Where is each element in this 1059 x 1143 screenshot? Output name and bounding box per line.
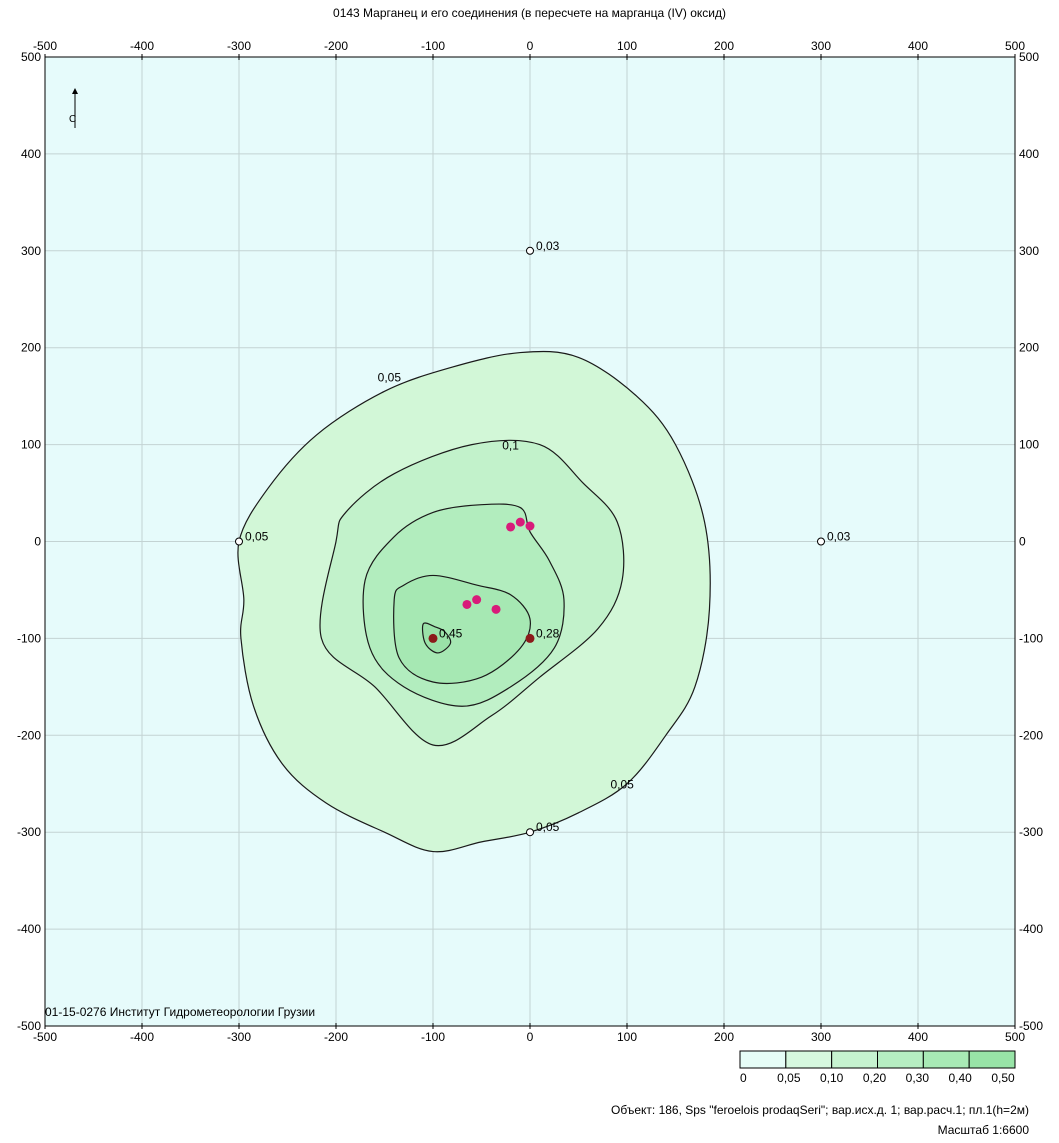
x-tick-label-top: 500: [1005, 39, 1025, 53]
control-point-marker: [526, 828, 534, 837]
y-tick-label-right: 100: [1019, 438, 1039, 452]
y-tick-label-right: -100: [1019, 631, 1043, 645]
axes: -500-500-400-400-300-300-200-200-100-100…: [17, 39, 1043, 1044]
x-tick-label-bottom: 200: [714, 1030, 734, 1044]
y-tick-label-right: -300: [1019, 825, 1043, 839]
x-tick-label-top: -500: [33, 39, 57, 53]
x-tick-label-bottom: 400: [908, 1030, 928, 1044]
object-info: Объект: 186, Sps "feroelois prodaqSeri";…: [611, 1103, 1029, 1117]
credit-label: 01-15-0276 Институт Гидрометеорологии Гр…: [45, 1005, 316, 1019]
x-tick-label-bottom: -200: [324, 1030, 348, 1044]
north-arrow: С: [69, 88, 78, 128]
contour-0.3: [393, 574, 531, 685]
control-point-label: 0,28: [536, 626, 560, 640]
x-tick-label-bottom: -300: [227, 1030, 251, 1044]
x-tick-label-bottom: -400: [130, 1030, 154, 1044]
x-tick-label-top: 200: [714, 39, 734, 53]
x-tick-label-top: 0: [527, 39, 534, 53]
legend-tick-label: 0,10: [820, 1071, 844, 1085]
legend-tick-label: 0,05: [777, 1071, 801, 1085]
y-tick-label-right: 0: [1019, 535, 1026, 549]
emission-source-marker: [506, 522, 516, 532]
y-tick-label-right: 500: [1019, 50, 1039, 64]
x-tick-label-top: 400: [908, 39, 928, 53]
legend-tick-label: 0: [740, 1071, 747, 1085]
map-title: 0143 Марганец и его соединения (в пересч…: [333, 6, 726, 20]
control-point-marker: [526, 246, 534, 255]
x-tick-label-top: 300: [811, 39, 831, 53]
x-tick-label-bottom: 100: [617, 1030, 637, 1044]
x-tick-label-bottom: -100: [421, 1030, 445, 1044]
contour-labels: 0,05 0,1 0,05: [378, 371, 634, 792]
y-tick-label-left: 100: [21, 438, 41, 452]
legend-swatch: [831, 1050, 879, 1069]
legend-swatch: [968, 1050, 1016, 1069]
control-point-marker: [235, 537, 243, 546]
emission-source-marker: [515, 517, 525, 527]
contour-label: 0,05: [610, 778, 634, 792]
y-tick-label-right: 400: [1019, 147, 1039, 161]
emission-source-marker: [472, 595, 482, 605]
contour-label: 0,1: [502, 438, 519, 452]
emission-source-marker: [491, 604, 501, 614]
control-point-label: 0,45: [439, 626, 463, 640]
y-tick-label-left: -400: [17, 922, 41, 936]
x-tick-label-top: -100: [421, 39, 445, 53]
legend-tick-label: 0,50: [991, 1071, 1015, 1085]
control-points: 0,03 0,05 0,03 0,05 0,45 0,28: [235, 239, 851, 837]
emission-source-marker: [462, 599, 472, 609]
y-tick-label-left: -100: [17, 631, 41, 645]
y-tick-label-left: -200: [17, 728, 41, 742]
y-tick-label-left: -500: [17, 1019, 41, 1033]
control-point-marker: [817, 537, 825, 546]
x-tick-label-top: -200: [324, 39, 348, 53]
north-arrow-head: [72, 88, 78, 94]
max-point-marker: [428, 633, 438, 643]
y-tick-label-left: 300: [21, 244, 41, 258]
y-tick-label-right: -400: [1019, 922, 1043, 936]
emission-sources: [462, 517, 535, 614]
y-tick-label-right: 300: [1019, 244, 1039, 258]
emission-source-marker: [525, 521, 535, 531]
x-tick-label-bottom: 0: [527, 1030, 534, 1044]
legend-tick-label: 0,30: [906, 1071, 930, 1085]
control-point-label: 0,03: [827, 530, 851, 544]
contour-label: 0,05: [378, 371, 402, 385]
y-tick-label-left: 500: [21, 50, 41, 64]
scale-info: Масштаб 1:6600: [937, 1123, 1029, 1137]
y-tick-label-right: -200: [1019, 728, 1043, 742]
control-point-label: 0,03: [536, 239, 560, 253]
legend-tick-label: 0,20: [863, 1071, 887, 1085]
legend-tick-label: 0,40: [948, 1071, 972, 1085]
y-tick-label-right: 200: [1019, 341, 1039, 355]
legend-swatch: [785, 1050, 833, 1069]
x-tick-label-bottom: 300: [811, 1030, 831, 1044]
control-point-label: 0,05: [245, 530, 269, 544]
legend-swatch: [922, 1050, 970, 1069]
legend-swatch: [877, 1050, 924, 1069]
max-point-marker: [525, 633, 535, 643]
control-point-label: 0,05: [536, 820, 560, 834]
x-tick-label-top: 100: [617, 39, 637, 53]
x-tick-label-top: -400: [130, 39, 154, 53]
y-tick-label-left: 0: [34, 535, 41, 549]
legend-swatch: [739, 1050, 787, 1069]
legend: 0 0,05 0,10 0,20 0,30 0,40 0,50: [739, 1050, 1016, 1085]
y-tick-label-right: -500: [1019, 1019, 1043, 1033]
north-label: С: [69, 114, 76, 125]
y-tick-label-left: -300: [17, 825, 41, 839]
y-tick-label-left: 400: [21, 147, 41, 161]
x-tick-label-bottom: -500: [33, 1030, 57, 1044]
x-tick-label-bottom: 500: [1005, 1030, 1025, 1044]
y-tick-label-left: 200: [21, 341, 41, 355]
x-tick-label-top: -300: [227, 39, 251, 53]
